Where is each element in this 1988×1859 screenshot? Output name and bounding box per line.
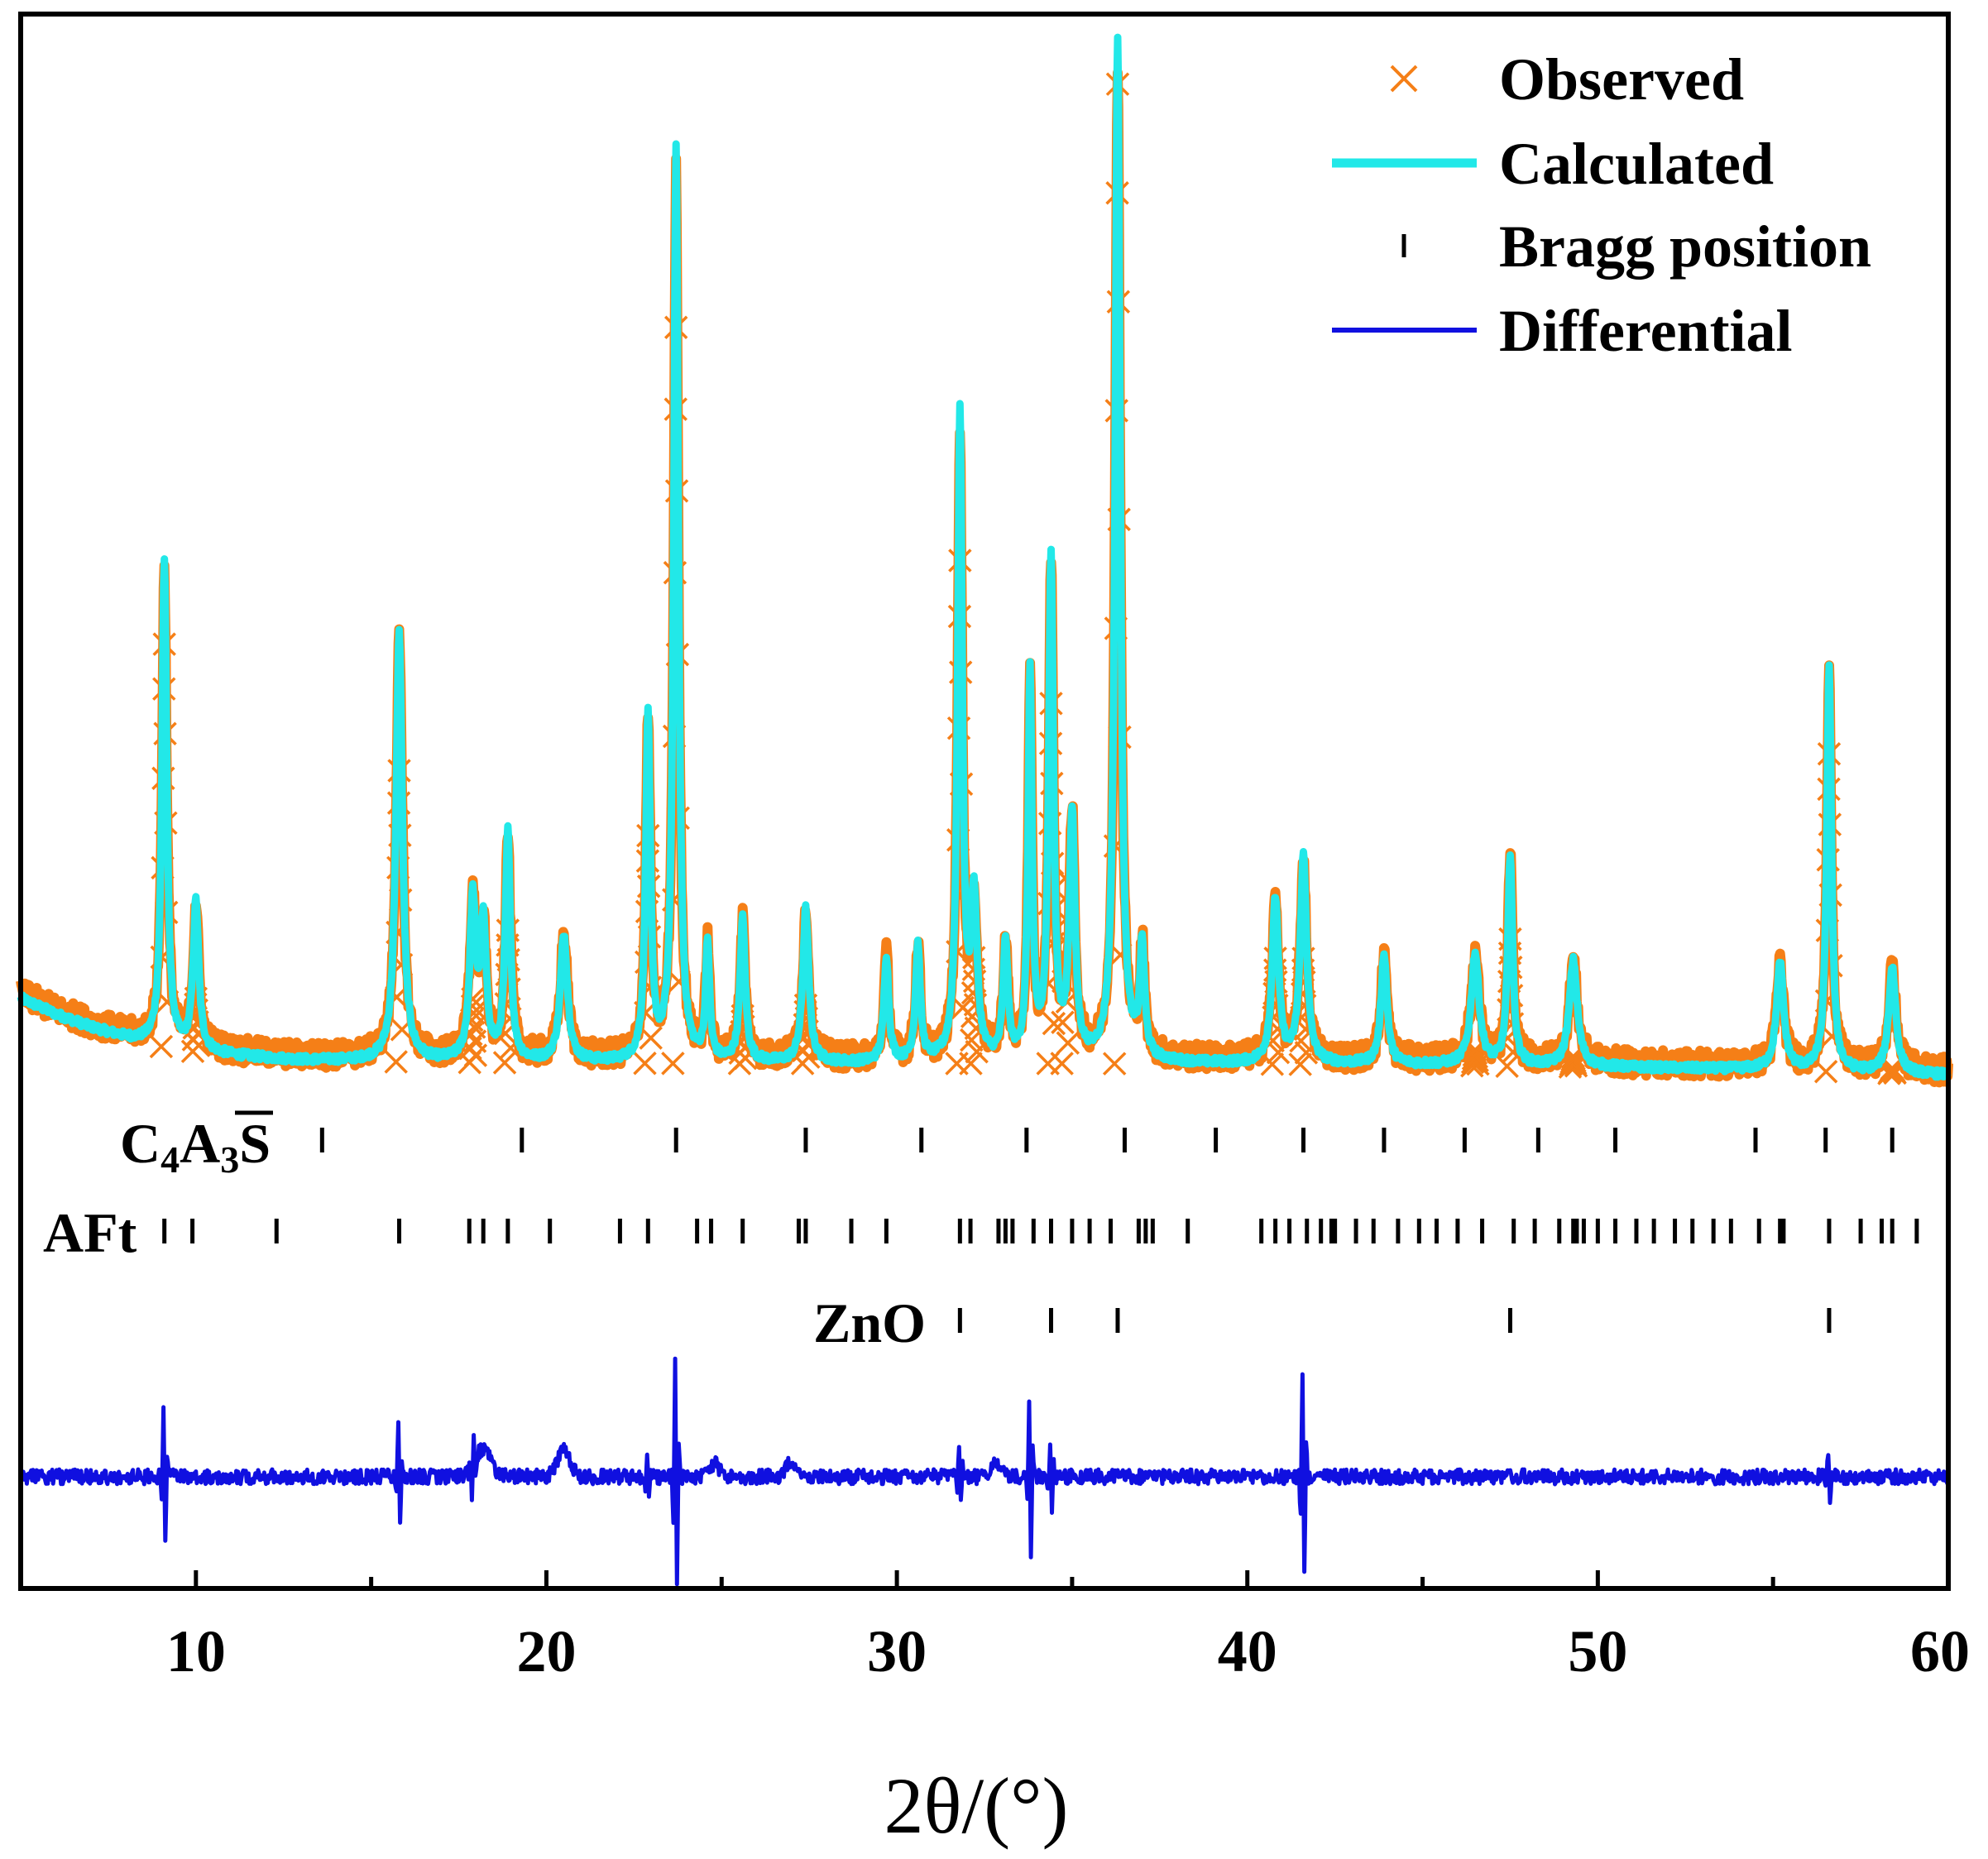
bragg-row-aft (162, 1219, 1919, 1243)
phase-label-c4a3s: C4A3S (120, 1112, 271, 1181)
observed-point (1042, 1011, 1066, 1036)
calculated-series (17, 33, 1952, 1081)
bragg-positions (162, 1128, 1919, 1333)
phase-label-aft: AFt (43, 1201, 137, 1264)
observed-point (1260, 1052, 1285, 1076)
bragg-row-c4a3s (319, 1128, 1895, 1152)
x-axis: 10 20 30 40 50 60 (18, 1570, 1970, 1684)
observed-point (1051, 1010, 1075, 1034)
legend-label: Observed (1499, 46, 1744, 113)
observed-point (1495, 1054, 1519, 1078)
x-tick-label: 10 (166, 1618, 226, 1684)
observed-point (959, 1052, 983, 1076)
observed-point (149, 1034, 174, 1059)
differential-line (18, 1356, 1951, 1587)
observed-point (633, 1052, 657, 1076)
legend-item-observed: Observed (1390, 46, 1744, 113)
observed-point (1266, 1040, 1291, 1065)
legend-label: Bragg position (1499, 213, 1871, 280)
x-tick-label: 60 (1910, 1618, 1970, 1684)
legend: Observed Calculated Bragg position Differen… (1332, 46, 1871, 364)
x-tick-label: 40 (1218, 1618, 1277, 1684)
legend-item-bragg-position: Bragg position (1401, 213, 1871, 280)
x-axis-title: 2θ/(°) (884, 1761, 1069, 1850)
bragg-row-zno (957, 1308, 1832, 1333)
observed-point (639, 1026, 663, 1050)
x-tick-label: 20 (516, 1618, 576, 1684)
observed-point (492, 1051, 517, 1075)
phase-labels: C4A3S AFt ZnO (43, 1110, 926, 1354)
x-tick-label: 30 (867, 1618, 927, 1684)
differential-series (18, 1356, 1951, 1587)
observed-point (1102, 1052, 1127, 1076)
legend-item-calculated: Calculated (1332, 131, 1774, 197)
observed-point (1056, 1031, 1080, 1055)
calculated-line (17, 33, 1952, 1081)
plot-frame (18, 12, 1951, 1591)
x-tick-label: 50 (1568, 1618, 1627, 1684)
legend-item-differential: Differential (1332, 298, 1793, 364)
observed-point (384, 1050, 408, 1074)
phase-label-zno: ZnO (813, 1291, 926, 1354)
observed-point (661, 1052, 685, 1076)
legend-label: Differential (1499, 298, 1793, 364)
observed-point (1288, 1052, 1312, 1076)
observed-point (965, 1040, 989, 1064)
observed-point (1050, 1052, 1074, 1076)
observed-point (1813, 1060, 1838, 1084)
legend-label: Calculated (1499, 131, 1774, 197)
